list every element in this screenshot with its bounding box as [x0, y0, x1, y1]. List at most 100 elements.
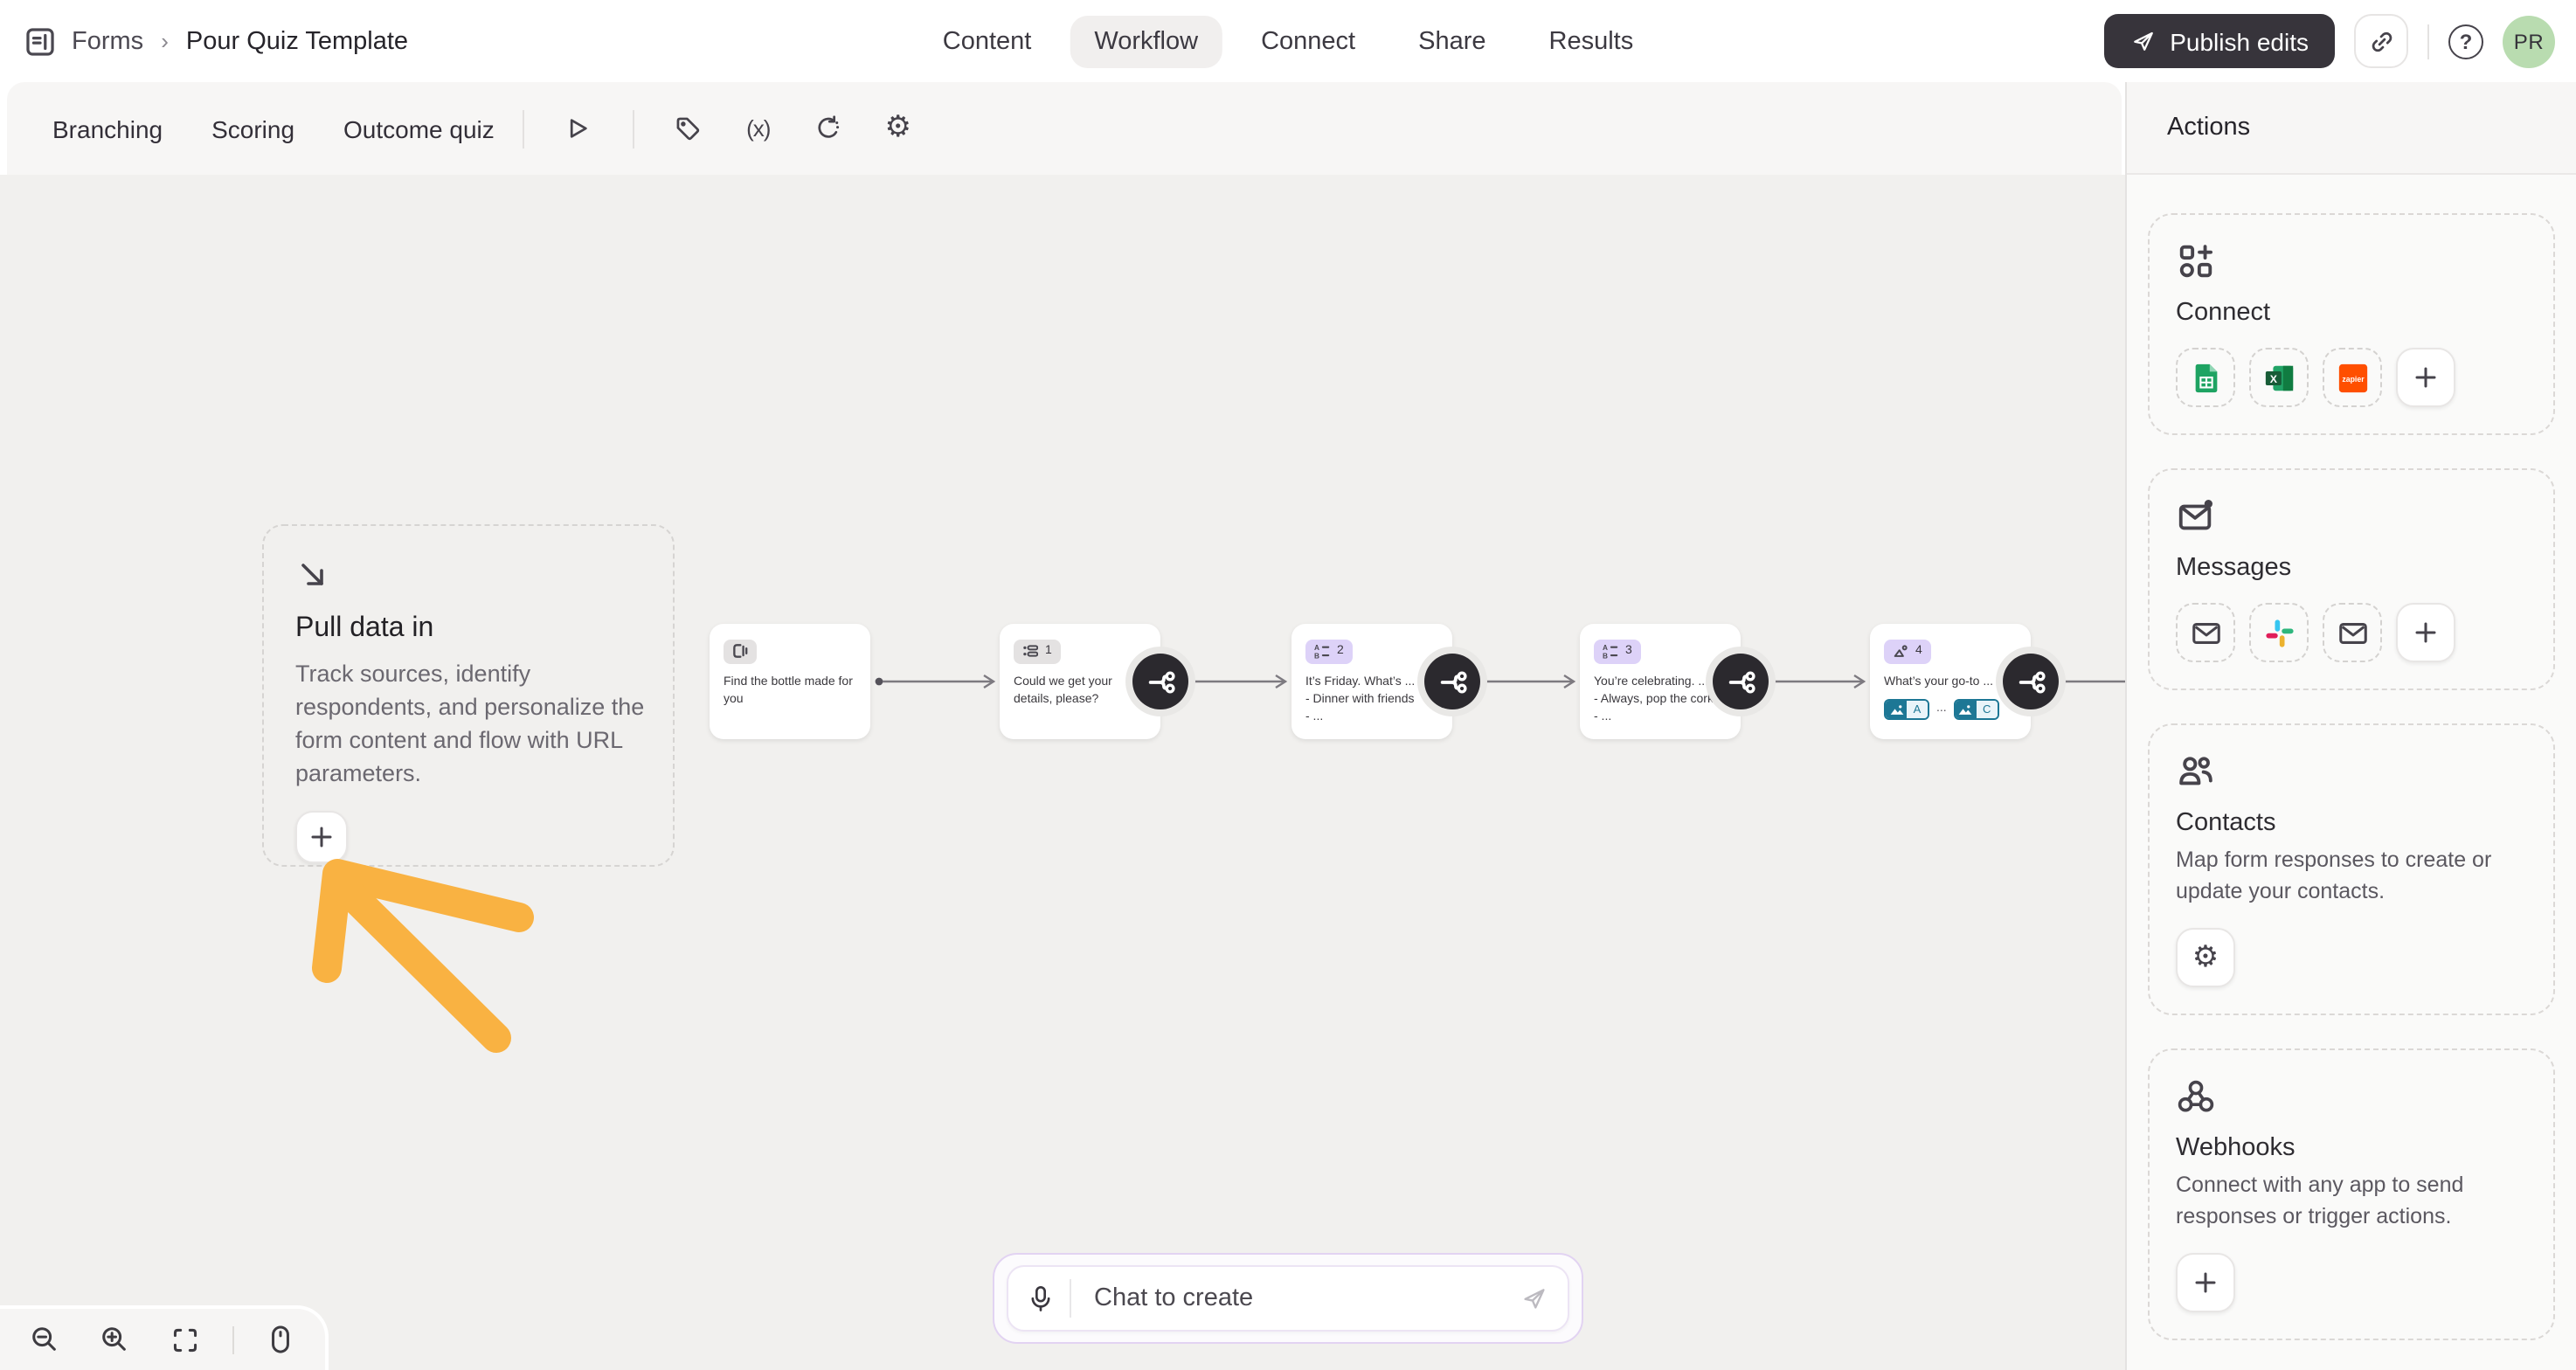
fit-view-icon[interactable] [162, 1317, 207, 1362]
node-badge-number: 1 [1045, 645, 1052, 657]
image-icon [1886, 700, 1907, 718]
picture-choice-chips: A ... C [1884, 698, 2017, 720]
link-icon [2367, 27, 2395, 55]
choice-chip-label: A [1907, 700, 1928, 718]
publish-edits-label: Publish edits [2170, 27, 2309, 55]
copy-link-button[interactable] [2354, 14, 2408, 68]
welcome-screen-icon [732, 643, 748, 659]
node-badge-number: 4 [1915, 645, 1922, 657]
mouse-icon[interactable] [258, 1317, 303, 1362]
add-message-button[interactable] [2396, 603, 2455, 662]
zapier-icon: zapier [2337, 363, 2367, 392]
contacts-description: Map form responses to create or update y… [2176, 848, 2492, 903]
node-badge-number: 2 [1337, 645, 1344, 657]
google-sheets-button[interactable] [2176, 348, 2235, 407]
node-contact-details[interactable]: 1 Could we get your details, please? [1000, 624, 1160, 739]
node-welcome-screen[interactable]: Find the bottle made for you [710, 624, 870, 739]
breadcrumb-root[interactable]: Forms [72, 27, 144, 55]
settings-icon[interactable]: ⚙ [884, 110, 912, 145]
topbar-divider [2427, 24, 2429, 59]
contacts-settings-button[interactable]: ⚙ [2176, 928, 2235, 987]
arrow-down-right-icon [295, 557, 641, 592]
messages-icon [2176, 496, 2527, 536]
connect-icon [2176, 241, 2527, 281]
breadcrumb-current[interactable]: Pour Quiz Template [185, 27, 409, 55]
recall-icon[interactable] [802, 102, 855, 155]
image-icon [1955, 700, 1977, 718]
plus-icon [2415, 367, 2436, 388]
branching-icon[interactable] [2003, 654, 2059, 709]
tab-content[interactable]: Content [942, 27, 1032, 55]
add-data-source-button[interactable] [295, 810, 348, 863]
svg-text:zapier: zapier [2341, 374, 2364, 383]
tab-results[interactable]: Results [1548, 27, 1634, 55]
workflow-toolbar: Branching Scoring Outcome quiz (x) ⚙ [7, 82, 2122, 175]
tab-workflow[interactable]: Workflow [1070, 15, 1223, 67]
toolbar-divider [522, 109, 524, 148]
node-title: You’re celebrating. ... [1594, 676, 1709, 688]
svg-text:B: B [1603, 652, 1608, 659]
topbar-right: Publish edits ? PR [2103, 0, 2555, 82]
contact-info-icon [1022, 643, 1038, 659]
contacts-title: Contacts [2176, 809, 2276, 837]
add-connect-app-button[interactable] [2396, 348, 2455, 407]
picture-choice-icon [1893, 643, 1908, 659]
forms-logo-icon[interactable] [24, 25, 56, 57]
messages-title: Messages [2176, 554, 2292, 582]
email-button[interactable] [2323, 603, 2382, 662]
node-option: - Dinner with friends [1305, 693, 1415, 706]
tag-icon[interactable] [662, 102, 715, 155]
chat-send-icon[interactable] [1520, 1284, 1548, 1312]
email-icon [2338, 622, 2366, 643]
branching-icon[interactable] [1132, 654, 1188, 709]
workflow-canvas[interactable] [0, 175, 2125, 1370]
node-badge [724, 639, 757, 663]
svg-text:A: A [1314, 644, 1319, 652]
add-webhook-button[interactable] [2176, 1253, 2235, 1312]
email-icon [2192, 622, 2219, 643]
play-icon[interactable] [552, 102, 605, 155]
mic-icon[interactable] [1028, 1284, 1054, 1313]
mode-scoring[interactable]: Scoring [211, 114, 295, 142]
chat-input[interactable] [1091, 1283, 1520, 1314]
zapier-button[interactable]: zapier [2323, 348, 2382, 407]
zoom-out-icon[interactable] [22, 1317, 67, 1362]
pull-data-in-card: Pull data in Track sources, identify res… [262, 524, 675, 867]
variables-icon[interactable]: (x) [746, 115, 771, 142]
slack-button[interactable] [2249, 603, 2309, 662]
node-option: - ... [1594, 710, 1612, 723]
canvas-sidebar-divider [2125, 82, 2127, 1370]
svg-text:A: A [1603, 644, 1608, 652]
publish-edits-button[interactable]: Publish edits [2103, 14, 2335, 68]
node-title: It’s Friday. What’s ... [1305, 676, 1416, 688]
mode-branching[interactable]: Branching [52, 114, 163, 142]
node-title: Could we get your details, please? [1014, 676, 1112, 706]
mode-outcome-quiz[interactable]: Outcome quiz [343, 114, 495, 142]
branching-icon[interactable] [1713, 654, 1769, 709]
node-badge: 1 [1014, 639, 1061, 663]
branching-icon[interactable] [1424, 654, 1480, 709]
node-option: - Always, pop the cork [1594, 693, 1714, 706]
tab-connect[interactable]: Connect [1261, 27, 1356, 55]
avatar[interactable]: PR [2503, 15, 2555, 67]
help-icon[interactable]: ? [2448, 24, 2483, 59]
excel-button[interactable]: X [2249, 348, 2309, 407]
breadcrumb-separator: › [161, 28, 169, 54]
contacts-section: Contacts Map form responses to create or… [2148, 723, 2555, 1015]
webhooks-description: Connect with any app to send responses o… [2176, 1173, 2464, 1228]
email-button[interactable] [2176, 603, 2235, 662]
zoom-in-icon[interactable] [92, 1317, 137, 1362]
google-sheets-icon [2194, 363, 2217, 392]
actions-panel: Connect X zapier Messages [2127, 175, 2576, 1370]
webhooks-section: Webhooks Connect with any app to send re… [2148, 1048, 2555, 1340]
messages-section: Messages [2148, 468, 2555, 690]
contacts-icon [2176, 751, 2527, 792]
tab-share[interactable]: Share [1418, 27, 1486, 55]
pull-card-title: Pull data in [295, 613, 434, 643]
node-title: Find the bottle made for you [724, 676, 853, 706]
